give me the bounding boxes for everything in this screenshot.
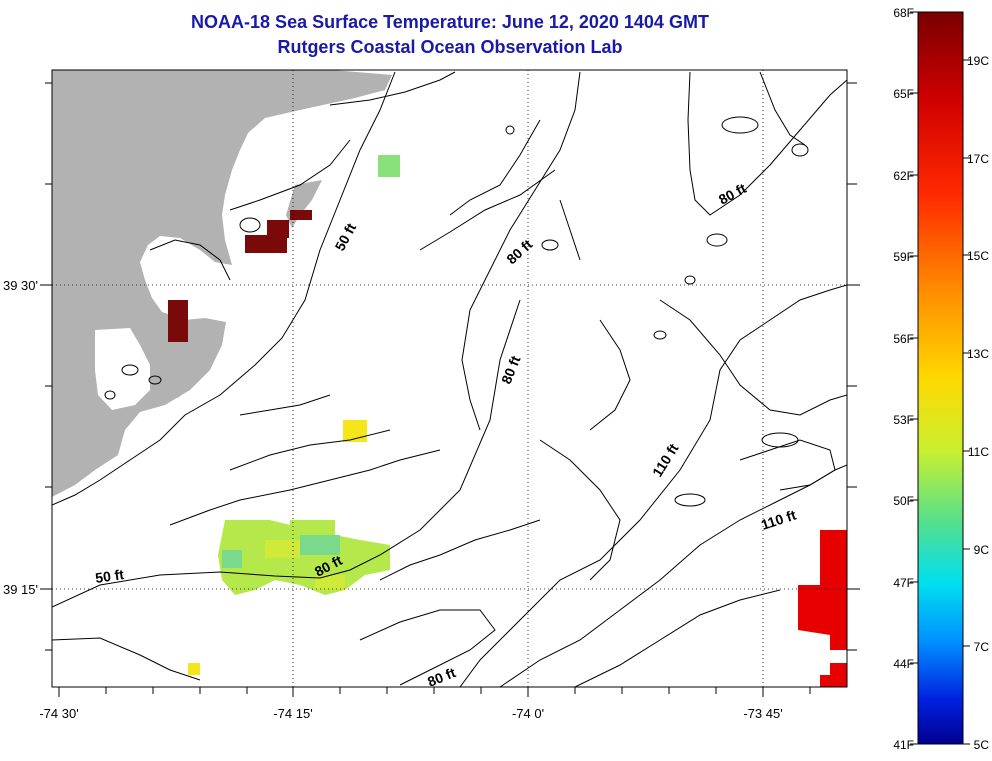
grid xyxy=(52,70,847,687)
contour-label: 80 ft xyxy=(503,236,535,267)
colorbar-f-label: 68F xyxy=(893,6,914,20)
land-mass xyxy=(52,70,332,497)
x-tick-label: -73 45' xyxy=(743,706,782,721)
colorbar-ticks xyxy=(910,11,970,745)
y-tick-label: 39 15' xyxy=(3,582,38,597)
x-tick-label: -74 0' xyxy=(512,706,544,721)
colorbar-c-label: 17C xyxy=(967,152,989,166)
map-subtitle: Rutgers Coastal Ocean Observation Lab xyxy=(277,37,623,57)
colorbar-f-label: 56F xyxy=(893,332,914,346)
minor-ticks xyxy=(40,82,860,697)
y-tick-label: 39 30' xyxy=(3,278,38,293)
x-tick-label: -74 30' xyxy=(39,706,78,721)
map-title: NOAA-18 Sea Surface Temperature: June 12… xyxy=(191,12,709,32)
colorbar-c-label: 13C xyxy=(967,347,989,361)
colorbar-f-label: 65F xyxy=(893,87,914,101)
colorbar-f-label: 53F xyxy=(893,413,914,427)
contour-label: 80 ft xyxy=(716,180,749,208)
colorbar-c-label: 5C xyxy=(974,738,990,752)
colorbar-f-label: 50F xyxy=(893,494,914,508)
x-tick-label: -74 15' xyxy=(273,706,312,721)
contour-label: 80 ft xyxy=(425,664,458,690)
contour-label: 50 ft xyxy=(94,566,125,586)
colorbar-f-label: 41F xyxy=(893,738,914,752)
colorbar-f-label: 59F xyxy=(893,250,914,264)
contour-label: 50 ft xyxy=(332,220,360,253)
colorbar-f-label: 47F xyxy=(893,576,914,590)
contour-label: 110 ft xyxy=(759,506,798,532)
colorbar-f-label: 62F xyxy=(893,169,914,183)
colorbar xyxy=(917,11,964,745)
land-north-fringe xyxy=(332,70,392,103)
colorbar-c-label: 15C xyxy=(967,249,989,263)
land-barrier xyxy=(286,180,322,228)
colorbar-c-label: 9C xyxy=(974,543,990,557)
colorbar-f-label: 44F xyxy=(893,657,914,671)
plot-frame xyxy=(51,69,848,688)
contour-label: 80 ft xyxy=(498,353,524,386)
colorbar-c-label: 19C xyxy=(967,54,989,68)
sst-pixels xyxy=(168,155,847,687)
colorbar-c-label: 7C xyxy=(974,640,990,654)
depth-contours xyxy=(52,71,847,687)
colorbar-c-label: 11C xyxy=(968,445,989,459)
